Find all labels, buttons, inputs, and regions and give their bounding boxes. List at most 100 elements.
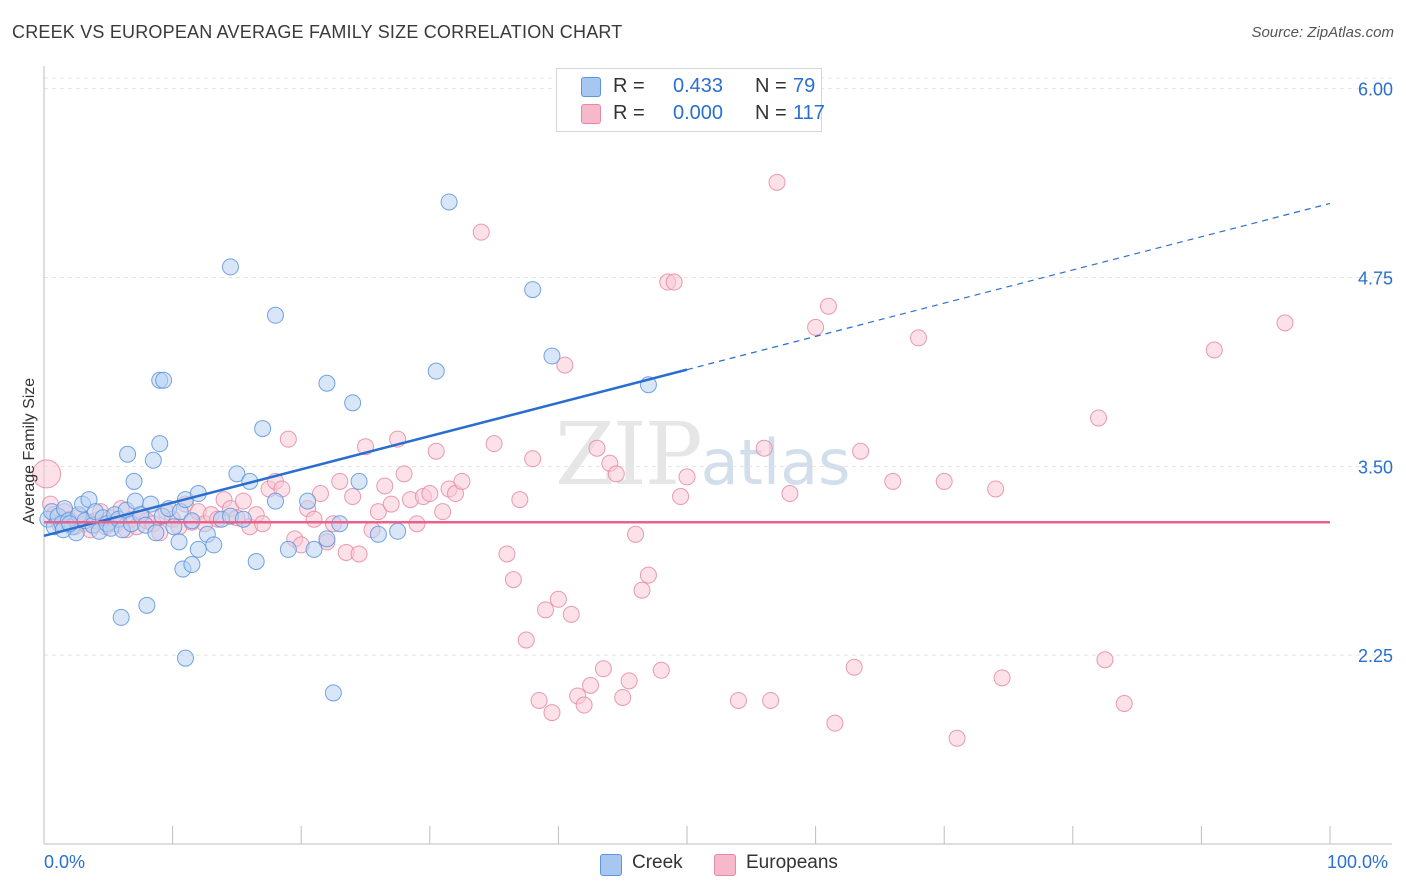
europeans-point xyxy=(279,430,297,448)
creek-point xyxy=(305,540,323,558)
europeans-point xyxy=(884,472,902,490)
creek-point xyxy=(144,451,162,469)
creek-point xyxy=(247,553,265,571)
europeans-point xyxy=(1276,314,1294,332)
europeans-point xyxy=(755,439,773,457)
europeans-point xyxy=(575,696,593,714)
europeans-point xyxy=(331,472,349,490)
europeans-point xyxy=(549,590,567,608)
europeans-legend-swatch xyxy=(714,854,736,876)
europeans-point xyxy=(32,459,62,489)
creek-point xyxy=(183,556,201,574)
europeans-point xyxy=(524,450,542,468)
europeans-point xyxy=(395,465,413,483)
europeans-point xyxy=(678,468,696,486)
creek-point xyxy=(318,374,336,392)
creek-point xyxy=(119,445,137,463)
r-value: 0.000 xyxy=(673,102,724,124)
r-label: R = xyxy=(613,75,645,97)
europeans-point xyxy=(234,492,252,510)
europeans-point xyxy=(427,442,445,460)
europeans-point xyxy=(845,658,863,676)
creek-point xyxy=(389,522,407,540)
creek-point xyxy=(266,306,284,324)
y-tick-label: 4.75 xyxy=(1358,268,1393,288)
europeans-point xyxy=(852,442,870,460)
y-tick-label: 2.25 xyxy=(1358,646,1393,666)
creek-swatch xyxy=(581,77,601,97)
creek-point xyxy=(254,420,272,438)
creek-legend-swatch xyxy=(600,854,622,876)
n-value: 117 xyxy=(793,102,825,124)
creek-legend-label: Creek xyxy=(632,852,683,873)
creek-point xyxy=(440,193,458,211)
europeans-point xyxy=(762,691,780,709)
europeans-point xyxy=(987,480,1005,498)
n-value: 79 xyxy=(793,75,816,97)
europeans-point xyxy=(781,485,799,503)
europeans-point xyxy=(434,503,452,521)
creek-point xyxy=(344,394,362,412)
creek-point xyxy=(138,596,156,614)
europeans-point xyxy=(594,660,612,678)
europeans-legend-label: Europeans xyxy=(746,852,838,873)
europeans-point xyxy=(530,691,548,709)
europeans-point xyxy=(344,488,362,506)
watermark-atlas: atlas xyxy=(700,426,851,499)
creek-point xyxy=(125,472,143,490)
europeans-point xyxy=(582,676,600,694)
creek-trend-extension xyxy=(686,202,1331,371)
europeans-point xyxy=(1115,695,1133,713)
x-tick-max: 100.0% xyxy=(1327,852,1389,872)
r-label: R = xyxy=(613,102,645,124)
trend-lines xyxy=(43,202,1331,538)
creek-point xyxy=(350,472,368,490)
n-label: N = xyxy=(755,102,787,124)
y-tick-label: 6.00 xyxy=(1358,80,1393,100)
europeans-point xyxy=(511,491,529,509)
europeans-swatch xyxy=(581,104,601,124)
europeans-point xyxy=(768,173,786,191)
creek-point xyxy=(205,536,223,554)
europeans-point xyxy=(382,495,400,513)
creek-point xyxy=(234,510,252,528)
x-tick-min: 0.0% xyxy=(44,852,86,872)
europeans-point xyxy=(935,472,953,490)
europeans-point xyxy=(472,223,490,241)
europeans-point xyxy=(1096,651,1114,669)
creek-point xyxy=(279,540,297,558)
creek-point xyxy=(147,524,165,542)
europeans-point xyxy=(517,631,535,649)
creek-points xyxy=(39,193,657,702)
creek-point xyxy=(318,530,336,548)
creek-point xyxy=(228,465,246,483)
creek-point xyxy=(155,371,173,389)
creek-point xyxy=(176,649,194,667)
europeans-point xyxy=(614,688,632,706)
series-legend: Creek Europeans xyxy=(0,852,1406,878)
europeans-point xyxy=(819,297,837,315)
europeans-point xyxy=(305,510,323,528)
europeans-point xyxy=(408,515,426,533)
creek-point xyxy=(183,512,201,530)
europeans-point xyxy=(993,669,1011,687)
europeans-point xyxy=(311,485,329,503)
europeans-point xyxy=(485,435,503,453)
creek-point xyxy=(299,492,317,510)
source-label: Source: ZipAtlas.com xyxy=(1251,24,1394,41)
chart-title: CREEK VS EUROPEAN AVERAGE FAMILY SIZE CO… xyxy=(12,22,623,42)
europeans-point xyxy=(633,581,651,599)
europeans-point xyxy=(543,704,561,722)
creek-trend-line xyxy=(43,368,688,538)
creek-point xyxy=(189,540,207,558)
grid-lines xyxy=(44,77,1392,656)
creek-point xyxy=(221,258,239,276)
europeans-point xyxy=(1090,409,1108,427)
europeans-point xyxy=(672,488,690,506)
europeans-point xyxy=(537,601,555,619)
creek-point xyxy=(543,347,561,365)
zipatlas-watermark: ZIPatlas xyxy=(555,405,850,505)
stats-legend: R = 0.433 N = 79 R = 0.000 N = 117 xyxy=(556,68,825,132)
europeans-point xyxy=(562,605,580,623)
